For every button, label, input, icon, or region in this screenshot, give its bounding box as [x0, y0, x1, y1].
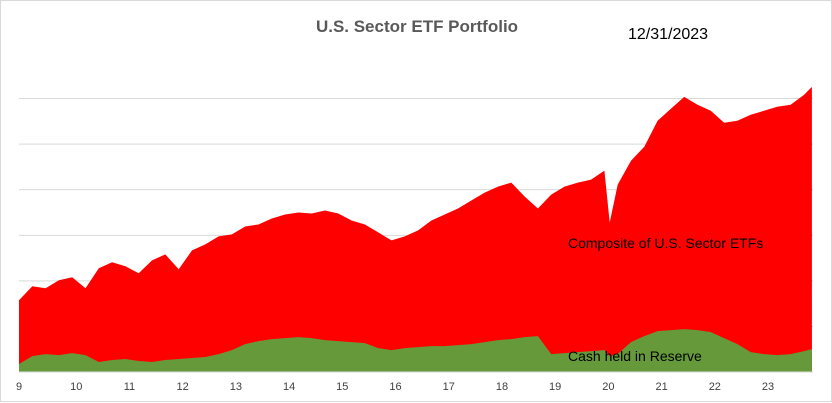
x-tick-label: 18	[496, 381, 508, 393]
x-tick-label: 16	[389, 381, 401, 393]
composite-etf-area	[19, 86, 812, 373]
x-tick-label: 17	[443, 381, 455, 393]
x-tick-label: 22	[709, 381, 721, 393]
series-areas	[19, 86, 812, 373]
cash-reserve-area	[19, 329, 812, 372]
x-tick-label: 9	[16, 381, 22, 393]
x-tick-label: 20	[602, 381, 614, 393]
x-tick-label: 12	[177, 381, 189, 393]
x-tick-label: 11	[124, 381, 135, 393]
composite-series-label: Composite of U.S. Sector ETFs	[568, 235, 763, 251]
x-tick-label: 21	[655, 381, 667, 393]
x-tick-label: 23	[762, 381, 774, 393]
date-label: 12/31/2023	[628, 26, 708, 43]
x-tick-labels: 9 10 11 12 13 14 15 16 17 18 19 20 21 22 23	[16, 381, 774, 393]
x-tick-label: 19	[549, 381, 561, 393]
chart-title: U.S. Sector ETF Portfolio	[316, 17, 518, 36]
x-tick-label: 10	[70, 381, 82, 393]
x-tick-label: 13	[230, 381, 242, 393]
x-tick-label: 14	[283, 381, 295, 393]
x-tick-label: 15	[336, 381, 348, 393]
cash-series-label: Cash held in Reserve	[568, 348, 702, 364]
